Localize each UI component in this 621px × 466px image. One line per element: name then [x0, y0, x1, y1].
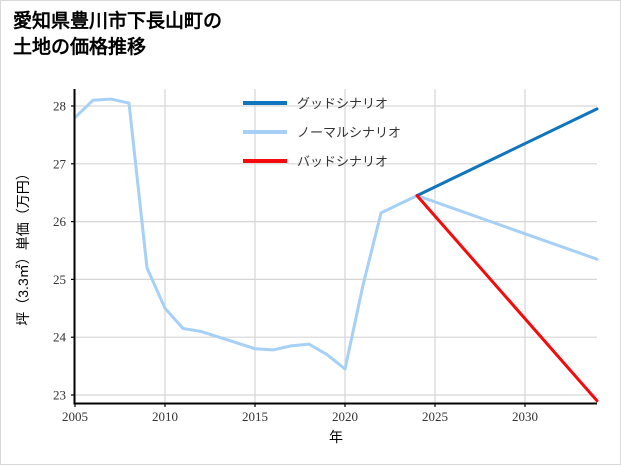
x-axis-tick-label: 2030	[512, 409, 538, 424]
legend-label: グッドシナリオ	[297, 96, 388, 111]
x-axis-tick-label: 2025	[422, 409, 448, 424]
y-axis-tick-label: 26	[53, 214, 67, 229]
x-axis-title: 年	[329, 429, 343, 445]
x-axis-tick-label: 2010	[152, 409, 178, 424]
y-axis-tick-labels: 23 24 25 26 27 28	[53, 99, 67, 403]
x-axis-tick-label: 2015	[242, 409, 268, 424]
legend-label: バッドシナリオ	[297, 154, 388, 169]
series-line-bad	[415, 194, 599, 403]
y-axis-title: 坪（3.3㎡）単価（万円）	[15, 166, 31, 325]
series-line-good	[415, 107, 599, 198]
page-title: 愛知県豊川市下長山町の 土地の価格推移	[13, 11, 223, 58]
y-axis-tick-label: 23	[53, 388, 66, 403]
x-axis-tick-label: 2020	[332, 409, 358, 424]
y-axis-tick-label: 27	[53, 156, 67, 171]
gridlines	[71, 89, 597, 407]
x-axis-tick-labels: 2005 2010 2015 2020 2025 2030	[62, 409, 538, 424]
y-axis-tick-label: 28	[53, 99, 66, 114]
y-axis-tick-label: 24	[53, 330, 67, 345]
series-line-normal	[73, 97, 599, 371]
y-axis-tick-label: 25	[53, 272, 66, 287]
legend-label: ノーマルシナリオ	[297, 125, 401, 140]
x-axis-tick-label: 2005	[62, 409, 88, 424]
series-lines	[73, 97, 599, 403]
